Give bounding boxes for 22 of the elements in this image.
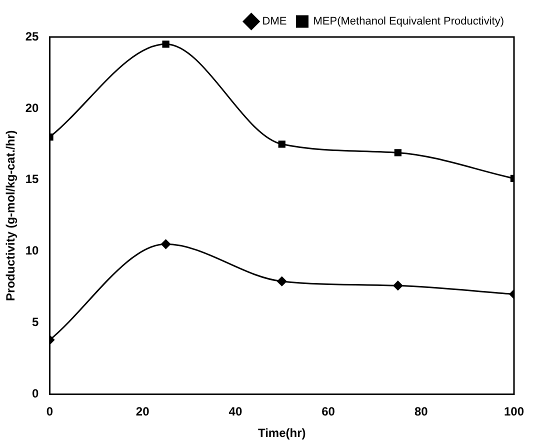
point: [278, 140, 286, 148]
y-axis-title: Productivity (g-mol/kg-cat./hr): [4, 130, 18, 301]
point: [162, 40, 170, 48]
x-tick-label: 0: [46, 404, 54, 419]
point: [277, 276, 287, 286]
x-tick-label: 100: [504, 404, 524, 419]
y-tick-label: 0: [32, 386, 40, 401]
x-tick-label: 20: [136, 404, 150, 419]
point: [394, 149, 402, 156]
y-tick-label: 5: [32, 315, 40, 330]
point: [161, 239, 171, 249]
x-tick-label: 40: [228, 404, 242, 419]
point: [393, 280, 403, 290]
y-tick-label: 25: [25, 29, 40, 44]
y-tick-label: 15: [25, 172, 40, 186]
x-axis-title: Time(hr): [258, 426, 306, 440]
y-tick-label: 10: [25, 244, 40, 258]
legend-label: DME: [262, 16, 287, 28]
legend-label: MEP(Methanol Equivalent Productivity): [313, 16, 504, 28]
x-tick-label: 60: [322, 404, 336, 419]
x-tick-label: 80: [414, 404, 428, 419]
y-tick-label: 20: [25, 100, 40, 115]
